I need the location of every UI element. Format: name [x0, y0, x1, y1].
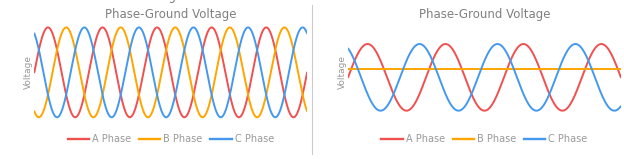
Legend: A Phase, B Phase, C Phase: A Phase, B Phase, C Phase [378, 130, 592, 148]
Title: Corner Grounded Delta
Phase-Ground Voltage: Corner Grounded Delta Phase-Ground Volta… [416, 0, 553, 21]
Title: Delta Ungrounded
Phase-Ground Voltage: Delta Ungrounded Phase-Ground Voltage [105, 0, 236, 21]
Y-axis label: Voltage: Voltage [24, 55, 33, 89]
Legend: A Phase, B Phase, C Phase: A Phase, B Phase, C Phase [64, 130, 278, 148]
Y-axis label: Voltage: Voltage [338, 55, 347, 89]
